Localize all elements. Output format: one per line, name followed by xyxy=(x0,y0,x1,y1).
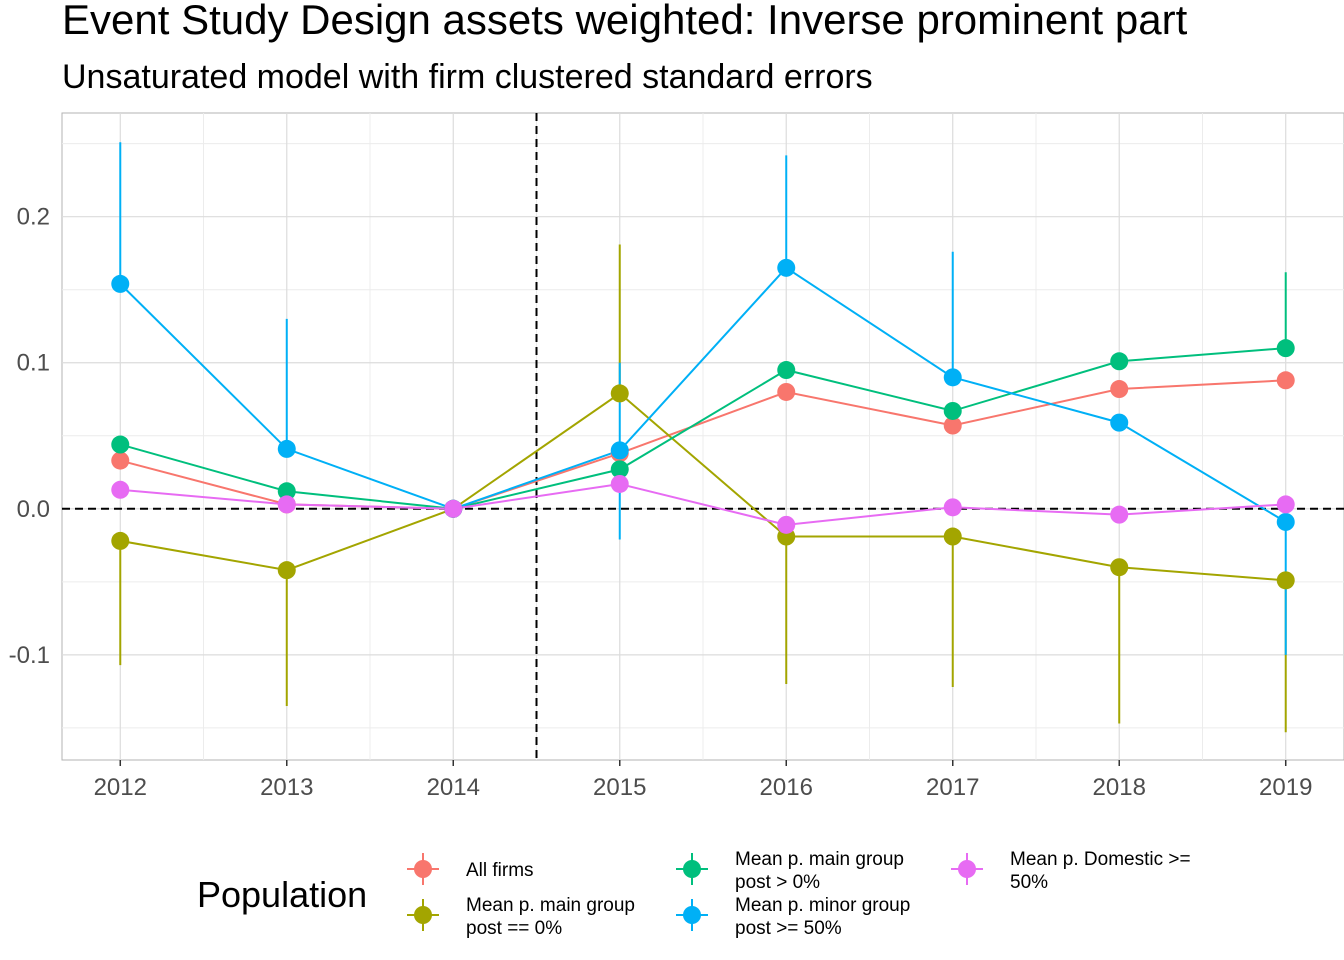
data-point-1-2012 xyxy=(111,451,130,470)
data-point-4-2013 xyxy=(277,439,296,458)
data-point-4-2015 xyxy=(610,441,629,460)
data-point-3-2018 xyxy=(1110,352,1129,371)
x-tick-label: 2014 xyxy=(427,774,480,801)
data-point-5-2014 xyxy=(444,499,463,518)
data-point-2-2019 xyxy=(1276,571,1295,590)
legend-label-2: Mean p. main group xyxy=(466,895,635,916)
x-tick-label: 2016 xyxy=(760,774,813,801)
x-tick-label: 2013 xyxy=(260,774,313,801)
data-point-1-2019 xyxy=(1276,371,1295,390)
legend-label-5: 50% xyxy=(1010,872,1048,893)
legend-key-point xyxy=(683,860,701,878)
x-tick-label: 2015 xyxy=(593,774,646,801)
series-lines xyxy=(119,266,1287,582)
y-tick-label: 0.2 xyxy=(17,204,50,231)
data-point-1-2017 xyxy=(943,416,962,435)
legend-key-point xyxy=(414,860,432,878)
axis-ticks: 0.2 0.1 0.0 -0.1 2012 2013 2014 2015 2016 2017 201… xyxy=(9,204,1313,801)
legend-key-4 xyxy=(676,899,708,931)
data-point-4-2018 xyxy=(1110,413,1129,432)
data-point-4-2016 xyxy=(777,258,796,277)
data-point-2-2012 xyxy=(111,531,130,550)
legend-label-3: post > 0% xyxy=(735,872,820,893)
legend-key-point xyxy=(683,906,701,924)
data-point-1-2018 xyxy=(1110,380,1129,399)
series-line-4 xyxy=(119,266,1287,523)
legend-key-2 xyxy=(407,899,439,931)
data-point-2-2015 xyxy=(610,384,629,403)
x-tick-label: 2017 xyxy=(926,774,979,801)
series-line-3 xyxy=(120,347,1286,510)
data-point-3-2013 xyxy=(277,482,296,501)
data-point-5-2017 xyxy=(943,498,962,517)
series-points xyxy=(111,258,1295,590)
data-point-2-2013 xyxy=(277,561,296,580)
y-tick-label: 0.0 xyxy=(17,496,50,523)
chart-title: Event Study Design assets weighted: Inve… xyxy=(62,0,1188,43)
data-point-5-2019 xyxy=(1276,495,1295,514)
x-tick-label: 2019 xyxy=(1259,774,1312,801)
legend-label-1: All firms xyxy=(466,860,534,881)
data-point-5-2016 xyxy=(777,515,796,534)
data-point-5-2013 xyxy=(277,495,296,514)
series-line-2 xyxy=(120,392,1286,582)
data-point-3-2017 xyxy=(943,401,962,420)
legend-key-5 xyxy=(951,853,983,885)
data-point-5-2018 xyxy=(1110,505,1129,524)
y-tick-label: 0.1 xyxy=(17,350,50,377)
legend-key-point xyxy=(958,860,976,878)
data-point-3-2016 xyxy=(777,361,796,380)
data-point-3-2019 xyxy=(1276,339,1295,358)
legend-label-4: Mean p. minor group xyxy=(735,895,910,916)
y-tick-label: -0.1 xyxy=(9,642,50,669)
legend-key-point xyxy=(414,906,432,924)
x-tick-label: 2018 xyxy=(1093,774,1146,801)
chart-subtitle: Unsaturated model with firm clustered st… xyxy=(62,58,873,96)
legend-key-1 xyxy=(407,853,439,885)
data-point-3-2015 xyxy=(610,460,629,479)
legend-label-5: Mean p. Domestic >= xyxy=(1010,849,1191,870)
data-point-5-2012 xyxy=(111,480,130,499)
data-point-5-2015 xyxy=(610,474,629,493)
data-point-4-2012 xyxy=(111,274,130,293)
data-point-2-2017 xyxy=(943,527,962,546)
error-bars xyxy=(119,142,1287,733)
data-point-4-2017 xyxy=(943,368,962,387)
data-point-2-2018 xyxy=(1110,558,1129,577)
data-point-1-2016 xyxy=(777,382,796,401)
x-tick-label: 2012 xyxy=(94,774,147,801)
series-line-5 xyxy=(120,482,1286,526)
legend-label-3: Mean p. main group xyxy=(735,849,904,870)
legend-label-4: post >= 50% xyxy=(735,918,842,939)
legend-title: Population xyxy=(197,874,367,915)
reference-lines xyxy=(62,113,1344,760)
grid-lines xyxy=(61,112,1344,761)
legend-key-3 xyxy=(676,853,708,885)
legend-label-2: post == 0% xyxy=(466,918,562,939)
data-point-4-2019 xyxy=(1276,512,1295,531)
data-point-3-2012 xyxy=(111,435,130,454)
